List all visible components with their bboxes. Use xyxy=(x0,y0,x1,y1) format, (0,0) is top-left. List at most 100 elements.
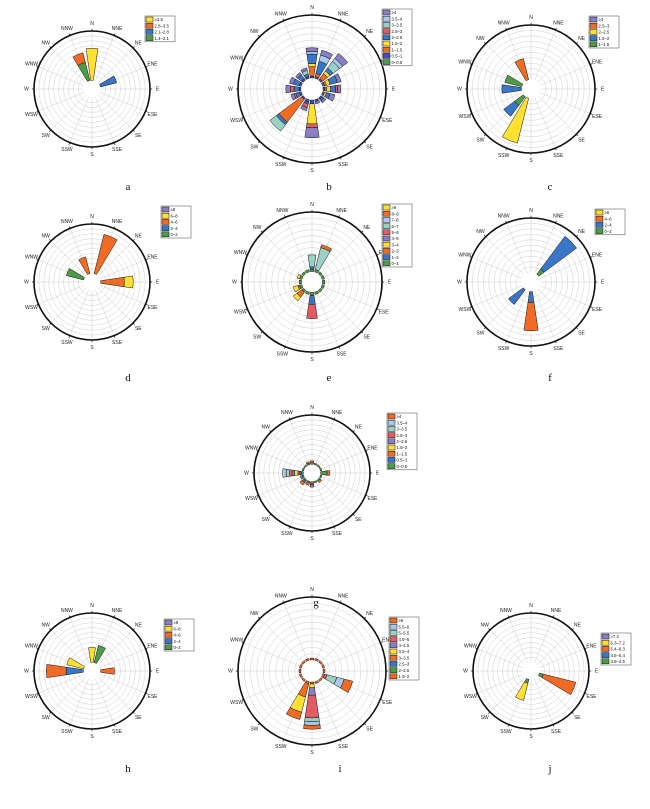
direction-tick xyxy=(571,628,574,631)
legend-label: 1.5–2 xyxy=(397,445,408,450)
legend-swatch xyxy=(387,432,396,438)
grid-spoke xyxy=(315,291,339,347)
legend-label: ≥3.5 xyxy=(155,17,164,22)
legend-label: 0–2 xyxy=(171,232,179,237)
direction-label-ene: ENE xyxy=(586,644,597,650)
grid-spoke xyxy=(258,450,305,470)
direction-label-wnw: WNW xyxy=(230,638,243,644)
direction-tick xyxy=(260,230,263,233)
direction-label-wnw: WNW xyxy=(25,644,38,650)
legend-label: 0–2 xyxy=(605,229,613,234)
grid-spoke xyxy=(99,674,146,694)
direction-tick xyxy=(113,335,116,338)
direction-label-e: E xyxy=(156,87,160,93)
direction-label-ene: ENE xyxy=(147,644,158,650)
wedge-nnw-9 xyxy=(305,269,310,274)
direction-tick xyxy=(364,723,367,726)
legend-label: 1.5–2 xyxy=(392,41,403,46)
legend-label: 3–4 xyxy=(392,242,400,247)
wedge-sw-6 xyxy=(299,479,306,486)
direction-tick xyxy=(483,134,486,137)
legend-swatch xyxy=(595,215,604,222)
direction-label-e: E xyxy=(388,280,392,286)
legend-swatch xyxy=(589,35,598,41)
direction-tick xyxy=(145,65,148,68)
grid-spoke xyxy=(97,676,134,713)
legend-swatch xyxy=(382,204,391,211)
wedge-wnw-8 xyxy=(301,467,305,472)
legend-swatch xyxy=(164,644,173,651)
legend-label: 2–2.5 xyxy=(399,668,410,673)
legend-swatch xyxy=(161,225,170,231)
legend-label: ≥7.2 xyxy=(611,634,620,639)
legend-swatch xyxy=(387,438,396,445)
legend-swatch xyxy=(601,646,610,652)
direction-label-nnw: NNW xyxy=(498,21,510,27)
direction-label-se: SE xyxy=(578,330,585,336)
direction-label-ene: ENE xyxy=(147,62,158,68)
wedge-sse-9 xyxy=(314,290,319,295)
wedge-sw-3 xyxy=(503,100,520,117)
direction-tick xyxy=(339,600,342,603)
direction-label-nne: NNE xyxy=(112,608,123,614)
grid-spoke xyxy=(489,629,526,666)
legend-swatch xyxy=(387,419,396,426)
direction-label-ssw: SSW xyxy=(281,531,293,537)
direction-tick xyxy=(584,692,587,695)
direction-tick xyxy=(552,724,555,727)
direction-tick xyxy=(113,142,116,145)
direction-label-w: W xyxy=(463,669,468,675)
legend-swatch xyxy=(382,59,391,65)
direction-tick xyxy=(333,417,336,420)
direction-tick xyxy=(145,258,148,261)
direction-label-n: N xyxy=(310,405,314,411)
direction-label-w: W xyxy=(228,87,233,93)
direction-tick xyxy=(576,41,579,44)
grid-spoke xyxy=(97,240,134,277)
legend-label: 2–3 xyxy=(392,249,400,254)
grid-spoke xyxy=(38,674,85,694)
direction-label-n: N xyxy=(529,208,533,214)
direction-tick xyxy=(68,142,71,145)
direction-tick xyxy=(589,256,593,258)
direction-label-sse: SSE xyxy=(112,729,123,735)
grid-spoke xyxy=(99,285,146,305)
direction-tick xyxy=(361,230,364,233)
legend-label: 4–6 xyxy=(174,633,182,638)
wedge-n-0 xyxy=(85,48,99,81)
legend-swatch xyxy=(387,463,396,469)
direction-label-e: E xyxy=(392,87,396,93)
grid-spoke xyxy=(283,602,308,661)
direction-tick xyxy=(113,33,116,36)
legend-label: 0.5–1 xyxy=(392,54,403,59)
direction-tick xyxy=(505,220,507,224)
direction-tick xyxy=(132,46,135,49)
direction-label-se: SE xyxy=(574,715,581,721)
direction-tick xyxy=(284,215,286,218)
legend-swatch xyxy=(382,22,391,28)
wedge-s-3 xyxy=(306,123,318,129)
direction-label-e: E xyxy=(601,280,605,286)
grid-spoke xyxy=(243,675,302,700)
direction-label-ese: ESE xyxy=(368,496,379,502)
legend-label: 2–4 xyxy=(174,639,182,644)
legend-swatch xyxy=(382,260,391,267)
wedge-ssw-2 xyxy=(501,96,529,144)
wedge-wnw-1 xyxy=(66,657,85,670)
direction-tick xyxy=(589,63,593,65)
direction-label-s: S xyxy=(90,152,94,158)
direction-tick xyxy=(376,308,379,310)
direction-label-sw: SW xyxy=(253,335,261,341)
direction-label-e: E xyxy=(595,669,599,675)
direction-tick xyxy=(241,641,244,644)
direction-label-wsw: WSW xyxy=(245,496,258,502)
direction-label-nw: NW xyxy=(262,424,271,430)
direction-tick xyxy=(36,65,39,68)
legend-label: 3–3.5 xyxy=(397,427,408,432)
direction-label-nnw: NNW xyxy=(276,208,288,214)
wedge-n-4 xyxy=(306,53,318,64)
direction-label-nw: NW xyxy=(42,40,51,46)
legend-swatch xyxy=(145,29,154,35)
wedge-nne-8 xyxy=(313,462,318,466)
wedge-nne-0 xyxy=(320,49,333,60)
